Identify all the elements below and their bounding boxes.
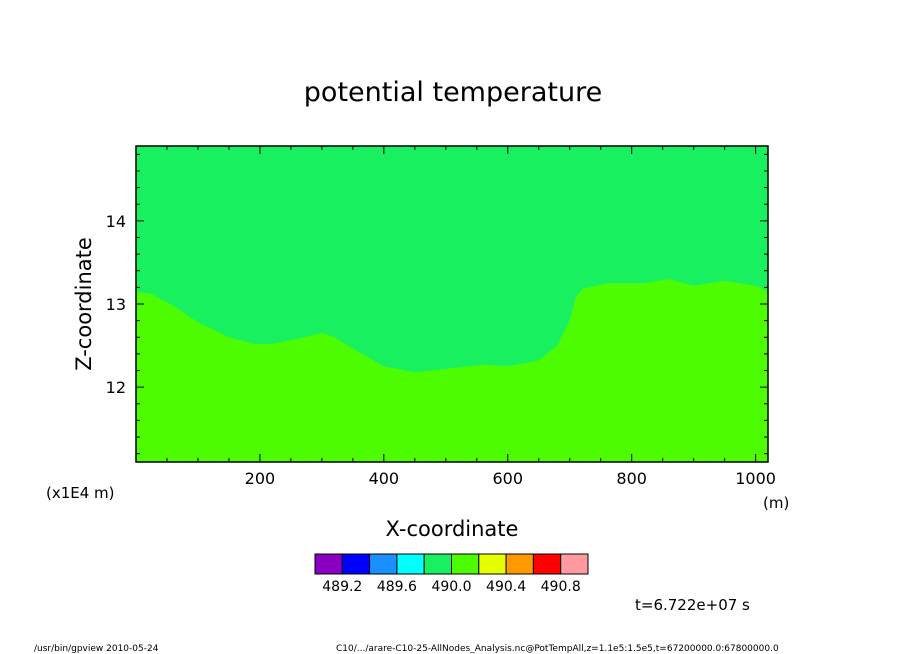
x-tick-label: 800 [616, 469, 647, 488]
colorbar-cell [369, 553, 398, 575]
x-unit-label: (m) [763, 494, 789, 512]
chart-title: potential temperature [304, 77, 602, 108]
colorbar-cell [451, 553, 480, 575]
colorbar-label: 490.4 [486, 579, 526, 595]
axes: 200 400 600 800 1000 12 13 14 [106, 145, 776, 488]
colorbar-cell [423, 553, 453, 575]
x-axis-label: X-coordinate [386, 517, 519, 541]
footer-left: /usr/bin/gpview 2010-05-24 [34, 644, 159, 654]
y-tick-label: 14 [106, 212, 126, 231]
y-tick-label: 13 [106, 295, 126, 314]
x-tick-label: 400 [369, 469, 400, 488]
colorbar-label: 490.8 [541, 579, 581, 595]
region-lower [136, 279, 768, 462]
y-unit-label: (x1E4 m) [46, 484, 115, 502]
colorbar-cell [396, 553, 425, 575]
x-tick-label: 1000 [735, 469, 776, 488]
y-tick-label: 12 [106, 378, 126, 397]
colorbar-cell [560, 553, 589, 575]
colorbar-cell [532, 553, 562, 575]
footer-right: C10/.../arare-C10-25-AllNodes_Analysis.n… [336, 644, 779, 654]
colorbar-cell [341, 553, 371, 575]
colorbar-cell [505, 553, 534, 575]
x-tick-label: 200 [245, 469, 276, 488]
colorbar: 489.2 489.6 490.0 490.4 490.8 [314, 553, 589, 595]
colorbar-label: 489.6 [377, 579, 417, 595]
colorbar-cell [478, 553, 507, 575]
colorbar-label: 489.2 [322, 579, 362, 595]
time-annotation: t=6.722e+07 s [635, 596, 750, 614]
y-axis-label: Z-coordinate [72, 237, 96, 371]
plot-area [136, 146, 768, 462]
colorbar-label: 490.0 [431, 579, 471, 595]
colorbar-cell [314, 553, 343, 575]
x-tick-label: 600 [492, 469, 523, 488]
